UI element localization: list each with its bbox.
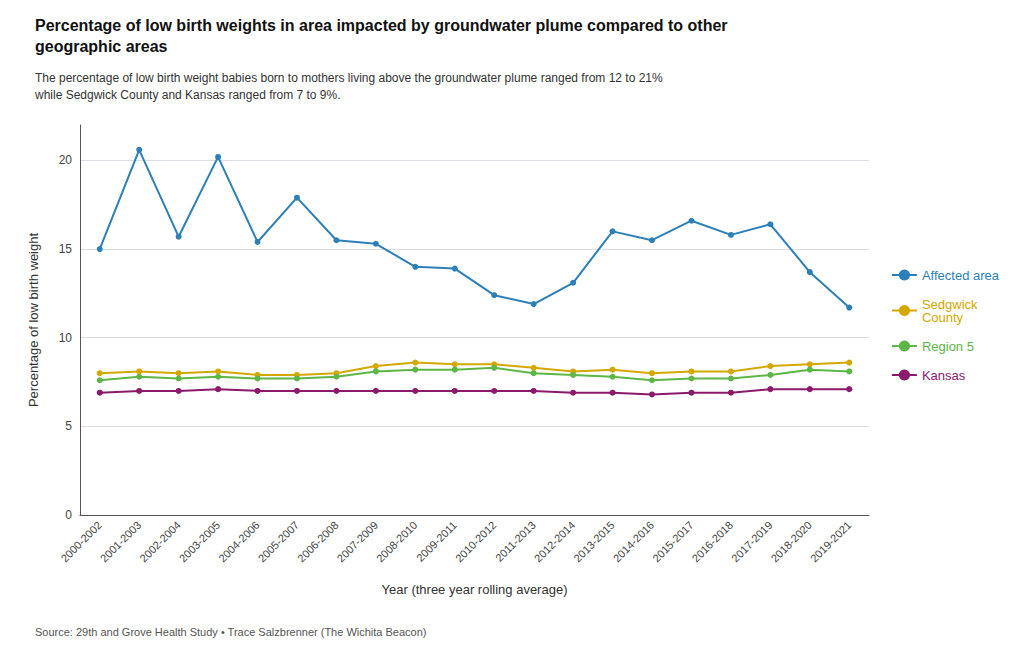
svg-text:Sedgwick: Sedgwick <box>921 296 978 312</box>
svg-text:2009-2011: 2009-2011 <box>414 519 459 564</box>
svg-text:Year (three year rolling avera: Year (three year rolling average) <box>382 582 568 597</box>
svg-text:The percentage of low birth we: The percentage of low birth weight babie… <box>35 71 663 85</box>
svg-text:2016-2018: 2016-2018 <box>690 519 736 565</box>
svg-text:Percentage of low birth weight: Percentage of low birth weights in area … <box>35 17 728 34</box>
svg-text:2019-2021: 2019-2021 <box>808 519 854 565</box>
svg-text:geographic areas: geographic areas <box>35 38 168 55</box>
svg-text:5: 5 <box>65 419 72 433</box>
svg-text:20: 20 <box>59 153 73 167</box>
svg-text:Affected area: Affected area <box>922 268 1000 283</box>
svg-text:2007-2009: 2007-2009 <box>334 519 380 565</box>
svg-text:10: 10 <box>59 331 73 345</box>
svg-text:Source: 29th and Grove Health: Source: 29th and Grove Health Study • Tr… <box>35 626 427 638</box>
svg-text:Region 5: Region 5 <box>922 339 974 354</box>
svg-text:2004-2006: 2004-2006 <box>216 519 262 565</box>
svg-text:15: 15 <box>59 242 73 256</box>
svg-text:2014-2016: 2014-2016 <box>611 519 657 565</box>
svg-text:2006-2008: 2006-2008 <box>295 519 341 565</box>
svg-text:2011-2013: 2011-2013 <box>493 519 538 564</box>
svg-text:2003-2005: 2003-2005 <box>177 519 223 565</box>
svg-text:2000-2002: 2000-2002 <box>58 519 104 565</box>
svg-text:2001-2003: 2001-2003 <box>98 519 144 565</box>
svg-text:while Sedgwick County and Kans: while Sedgwick County and Kansas ranged … <box>34 88 341 102</box>
svg-text:2015-2017: 2015-2017 <box>650 519 696 565</box>
svg-text:2005-2007: 2005-2007 <box>256 519 302 565</box>
svg-text:2012-2014: 2012-2014 <box>532 519 578 565</box>
svg-text:2008-2010: 2008-2010 <box>374 519 420 565</box>
svg-text:Kansas: Kansas <box>922 368 966 383</box>
svg-text:2010-2012: 2010-2012 <box>453 519 499 565</box>
svg-text:Percentage of low birth weight: Percentage of low birth weight <box>26 233 41 408</box>
svg-text:2017-2019: 2017-2019 <box>729 519 775 565</box>
svg-text:County: County <box>922 310 964 325</box>
svg-text:2018-2020: 2018-2020 <box>768 519 814 565</box>
svg-text:2013-2015: 2013-2015 <box>571 519 617 565</box>
svg-text:0: 0 <box>65 508 72 522</box>
svg-text:2002-2004: 2002-2004 <box>137 519 183 565</box>
